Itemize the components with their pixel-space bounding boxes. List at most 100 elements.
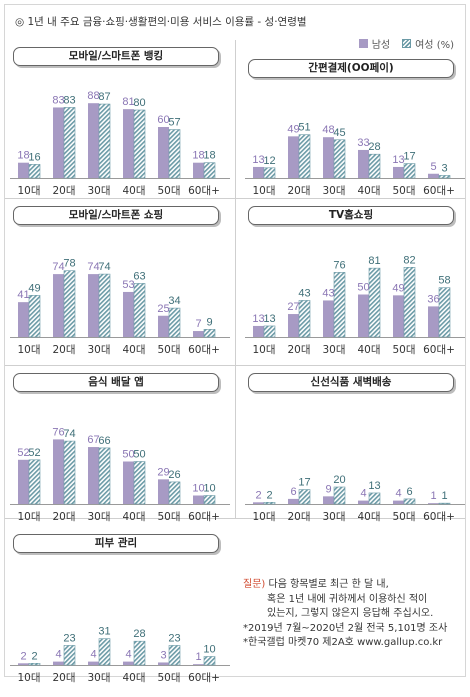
chart-panel-skin-care: 피부 관리 2 2 10대 4 23 20대 4 31 30대 4 28 40대 3 23 50대 1 10 60… xyxy=(5,527,235,697)
category-label: 30대 xyxy=(322,185,345,197)
bar-male xyxy=(193,495,204,504)
value-label-male: 7 xyxy=(195,318,201,330)
value-label-male: 13 xyxy=(252,154,264,166)
value-label-male: 88 xyxy=(87,90,99,102)
category-label: 10대 xyxy=(252,344,275,356)
panel-title: 간편결제(OO페이) xyxy=(248,59,454,78)
value-label-male: 67 xyxy=(87,434,99,446)
bar-female xyxy=(63,645,76,666)
value-label-male: 36 xyxy=(427,293,439,305)
bar-male xyxy=(53,439,64,504)
category-label: 10대 xyxy=(17,344,40,356)
value-label-male: 74 xyxy=(52,261,64,273)
value-label-male: 53 xyxy=(122,279,134,291)
category-label: 30대 xyxy=(322,344,345,356)
bar-female xyxy=(368,153,381,179)
bar-male xyxy=(123,291,134,337)
bar-female xyxy=(168,481,181,505)
bar-female xyxy=(298,489,311,505)
category-label: 40대 xyxy=(122,672,145,684)
note-line: *2019년 7월~2020년 2월 전국 5,101명 조사 xyxy=(243,622,448,634)
bar-female xyxy=(263,502,276,505)
value-label-male: 5 xyxy=(430,161,436,173)
value-label-female: 9 xyxy=(206,316,212,328)
value-label-female: 58 xyxy=(438,275,450,287)
value-label-male: 81 xyxy=(122,96,134,108)
bar-male xyxy=(288,498,299,504)
bar-male xyxy=(88,447,99,504)
bar-male xyxy=(323,496,334,504)
value-label-female: 74 xyxy=(63,428,75,440)
value-label-male: 29 xyxy=(157,466,169,478)
value-label-female: 76 xyxy=(333,259,345,271)
category-label: 40대 xyxy=(357,344,380,356)
panel-title: 모바일/스마트폰 뱅킹 xyxy=(13,47,219,66)
bar-female xyxy=(368,267,381,338)
panel-title: 신선식품 새벽배송 xyxy=(248,373,454,392)
bar-male xyxy=(288,314,299,337)
bar-male xyxy=(193,162,204,178)
bar-male xyxy=(18,162,29,178)
category-label: 20대 xyxy=(52,672,75,684)
category-label: 20대 xyxy=(52,511,75,523)
value-label-female: 28 xyxy=(368,141,380,153)
category-label: 20대 xyxy=(287,511,310,523)
bar-female xyxy=(98,638,111,666)
bar-male xyxy=(393,500,404,504)
bar-male xyxy=(18,663,29,665)
value-label-female: 45 xyxy=(333,127,345,139)
note-line: 다음 항목별로 최근 한 달 내, xyxy=(265,579,389,590)
value-label-female: 12 xyxy=(263,155,275,167)
value-label-male: 10 xyxy=(192,483,204,495)
bar-female xyxy=(403,163,416,179)
bar-male xyxy=(88,103,99,178)
value-label-male: 50 xyxy=(357,282,369,294)
category-label: 30대 xyxy=(87,344,110,356)
legend-female-label: 여성 (%) xyxy=(415,40,454,51)
category-label: 30대 xyxy=(322,511,345,523)
bar-male xyxy=(53,274,64,337)
value-label-male: 43 xyxy=(322,287,334,299)
bar-male xyxy=(158,315,169,337)
category-label: 60대+ xyxy=(188,344,220,356)
bar-female xyxy=(333,139,346,179)
bar-female xyxy=(133,109,146,179)
category-label: 60대+ xyxy=(188,185,220,197)
chart-panel-mobile-shopping: 모바일/스마트폰 쇼핑 41 49 10대 74 78 20대 74 74 30대 53 63 40대… xyxy=(5,199,235,369)
category-label: 40대 xyxy=(122,185,145,197)
bar-female xyxy=(168,307,181,338)
value-label-female: 23 xyxy=(168,632,180,644)
bar-female xyxy=(98,273,111,338)
value-label-female: 26 xyxy=(168,469,180,481)
panel-title: 피부 관리 xyxy=(13,534,219,553)
bar-female xyxy=(298,134,311,179)
bar-female xyxy=(203,329,216,338)
value-label-female: 16 xyxy=(28,151,40,163)
chart-panel-easy-payment: 간편결제(OO페이) 13 12 10대 49 51 20대 48 45 30대 33 28 40대 1… xyxy=(240,40,470,210)
value-label-female: 2 xyxy=(31,650,37,662)
value-label-male: 4 xyxy=(395,488,401,500)
value-label-male: 50 xyxy=(122,449,134,461)
value-label-male: 18 xyxy=(192,150,204,162)
value-label-female: 10 xyxy=(203,483,215,495)
bar-male xyxy=(393,166,404,178)
bar-female xyxy=(98,103,111,179)
category-label: 50대 xyxy=(392,185,415,197)
value-label-male: 52 xyxy=(17,447,29,459)
bar-male xyxy=(358,149,369,178)
value-label-male: 3 xyxy=(160,649,166,661)
value-label-male: 13 xyxy=(392,154,404,166)
chart-panel-food-delivery: 음식 배달 앱 52 52 10대 76 74 20대 67 66 30대 50 50 40대 29 26… xyxy=(5,366,235,536)
bar-female xyxy=(438,502,451,505)
bar-male xyxy=(358,294,369,337)
value-label-male: 27 xyxy=(287,301,299,313)
value-label-female: 2 xyxy=(266,489,272,501)
bar-female xyxy=(333,272,346,338)
bar-male xyxy=(288,136,299,178)
value-label-female: 10 xyxy=(203,644,215,656)
value-label-male: 6 xyxy=(290,486,296,498)
category-label: 30대 xyxy=(87,672,110,684)
bar-male xyxy=(428,306,439,337)
bar-male xyxy=(53,107,64,178)
